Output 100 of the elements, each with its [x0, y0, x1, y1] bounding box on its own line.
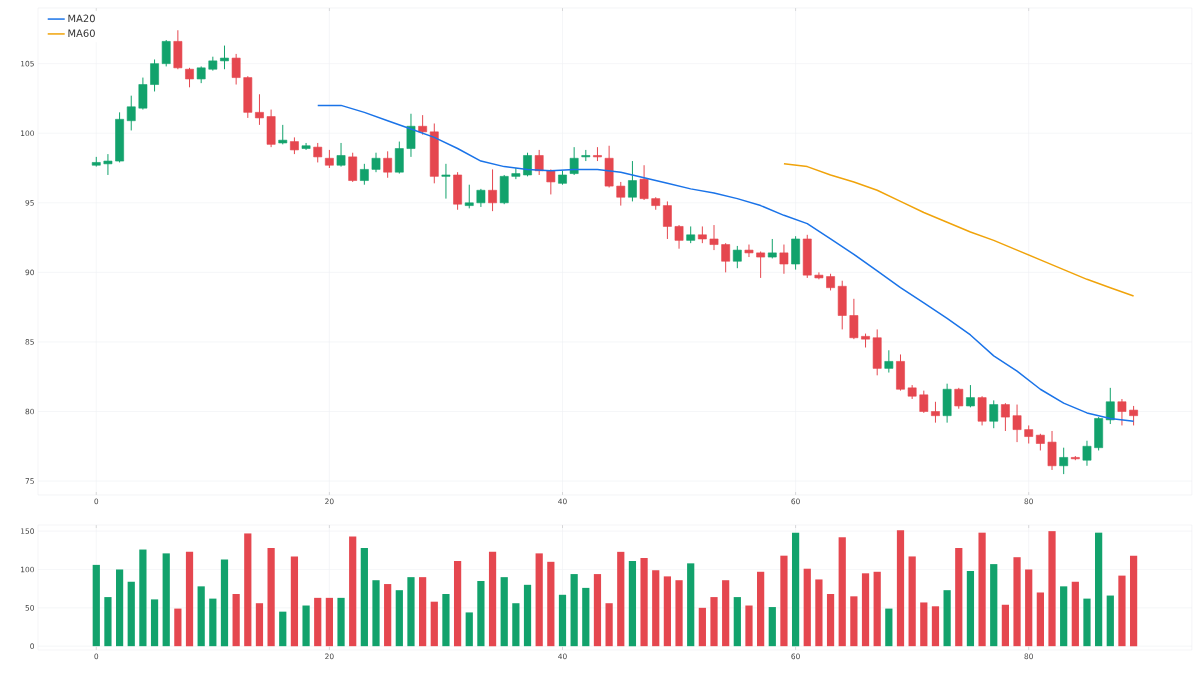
- bar: [628, 561, 637, 647]
- candlestick: [849, 298, 859, 340]
- bar: [943, 590, 951, 647]
- bar: [861, 573, 870, 647]
- bar: [1129, 555, 1138, 647]
- candlestick: [464, 184, 474, 209]
- candlestick: [1105, 387, 1115, 425]
- bar: [687, 563, 695, 647]
- bar: [360, 548, 368, 647]
- candlestick: [779, 244, 789, 275]
- bar: [1071, 581, 1079, 647]
- bar: [535, 553, 543, 647]
- bar: [896, 530, 905, 647]
- bar: [1060, 586, 1068, 647]
- candlestick: [150, 58, 159, 92]
- bar: [745, 605, 753, 647]
- candlestick: [313, 142, 323, 163]
- bar: [1013, 557, 1021, 647]
- bar: [1106, 595, 1114, 647]
- candlestick: [977, 395, 987, 426]
- candlestick: [418, 114, 428, 136]
- bar: [232, 594, 240, 647]
- bar: [885, 608, 893, 647]
- bar: [127, 581, 135, 647]
- bar: [139, 549, 147, 647]
- bar: [523, 584, 532, 647]
- candlestick: [325, 149, 334, 169]
- bar: [209, 598, 217, 647]
- bar: [826, 594, 835, 647]
- bar: [255, 603, 264, 647]
- candlestick: [383, 150, 393, 179]
- candlestick: [161, 39, 171, 67]
- bar: [395, 590, 403, 647]
- candlestick: [394, 141, 404, 175]
- bar: [582, 587, 590, 647]
- bar: [407, 577, 415, 647]
- bar: [244, 533, 252, 647]
- candlestick: [546, 168, 556, 195]
- legend-label: MA60: [68, 29, 95, 38]
- candlestick: [1129, 405, 1138, 426]
- bar: [1083, 598, 1091, 647]
- bar: [442, 594, 450, 647]
- candlestick: [220, 45, 229, 70]
- candlestick: [1059, 447, 1069, 475]
- candlestick: [756, 251, 766, 279]
- candlestick: [185, 67, 194, 88]
- bar: [150, 599, 159, 647]
- bar: [349, 536, 357, 647]
- candlestick: [919, 390, 929, 414]
- bar: [920, 602, 928, 647]
- candlestick: [126, 95, 136, 131]
- bar: [453, 561, 462, 647]
- candlestick: [732, 245, 742, 269]
- candlestick: [441, 163, 451, 200]
- bar: [908, 556, 916, 647]
- line-series: [783, 163, 1135, 297]
- bar: [267, 548, 275, 647]
- candlestick: [103, 153, 113, 176]
- candlestick: [674, 224, 684, 250]
- line-series: [316, 104, 1135, 422]
- candlestick: [639, 164, 649, 201]
- candlestick: [336, 142, 346, 168]
- candlestick: [488, 168, 497, 212]
- bar: [337, 597, 345, 647]
- bar: [757, 571, 765, 647]
- candlestick: [476, 188, 486, 208]
- candlestick: [1024, 424, 1034, 445]
- bar: [465, 612, 473, 647]
- candlestick: [348, 152, 358, 183]
- candlestick: [1001, 402, 1010, 432]
- candlestick: [1082, 440, 1092, 467]
- bar: [1118, 575, 1126, 647]
- bar: [791, 532, 800, 647]
- bar: [197, 586, 205, 647]
- candlestick: [359, 163, 369, 186]
- bar: [92, 564, 100, 647]
- candlestick: [534, 149, 544, 176]
- bar: [803, 568, 811, 647]
- bar: [314, 597, 322, 647]
- candlestick: [954, 387, 964, 410]
- bar: [1095, 532, 1103, 647]
- bar: [220, 559, 229, 647]
- bar: [1025, 569, 1033, 647]
- bar: [302, 605, 310, 647]
- candlestick: [709, 224, 719, 251]
- bar: [162, 553, 170, 647]
- bar: [477, 580, 485, 647]
- bar: [605, 603, 613, 647]
- bar: [1001, 604, 1010, 647]
- candlestick: [1012, 404, 1022, 443]
- candlestick: [138, 77, 148, 111]
- bar: [419, 577, 427, 647]
- bar: [1048, 531, 1056, 647]
- candlestick: [1047, 430, 1057, 471]
- bar: [966, 571, 975, 647]
- candlestick: [371, 152, 381, 173]
- candlestick: [511, 167, 521, 180]
- bar: [512, 603, 520, 647]
- bar: [185, 551, 194, 647]
- candlestick: [744, 244, 754, 258]
